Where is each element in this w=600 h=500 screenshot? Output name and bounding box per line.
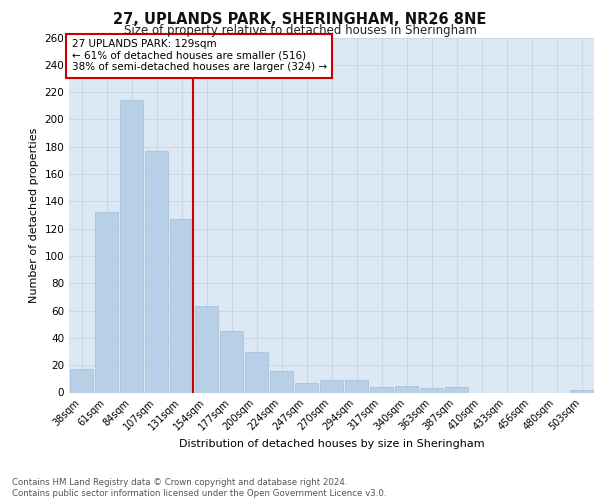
Y-axis label: Number of detached properties: Number of detached properties xyxy=(29,128,39,302)
Bar xyxy=(320,380,343,392)
Bar xyxy=(419,388,443,392)
Bar xyxy=(245,352,268,393)
Bar xyxy=(295,383,319,392)
Bar xyxy=(269,370,293,392)
Bar xyxy=(70,370,94,392)
Text: Size of property relative to detached houses in Sheringham: Size of property relative to detached ho… xyxy=(124,24,476,37)
Text: Contains HM Land Registry data © Crown copyright and database right 2024.
Contai: Contains HM Land Registry data © Crown c… xyxy=(12,478,386,498)
Bar xyxy=(569,390,593,392)
Bar xyxy=(370,387,394,392)
X-axis label: Distribution of detached houses by size in Sheringham: Distribution of detached houses by size … xyxy=(179,439,484,449)
Bar xyxy=(445,387,469,392)
Text: 27, UPLANDS PARK, SHERINGHAM, NR26 8NE: 27, UPLANDS PARK, SHERINGHAM, NR26 8NE xyxy=(113,12,487,28)
Bar xyxy=(194,306,218,392)
Bar xyxy=(145,151,169,392)
Bar xyxy=(95,212,118,392)
Bar xyxy=(395,386,418,392)
Bar xyxy=(170,219,193,392)
Bar xyxy=(119,100,143,393)
Bar xyxy=(344,380,368,392)
Bar xyxy=(220,331,244,392)
Text: 27 UPLANDS PARK: 129sqm
← 61% of detached houses are smaller (516)
38% of semi-d: 27 UPLANDS PARK: 129sqm ← 61% of detache… xyxy=(71,40,327,72)
